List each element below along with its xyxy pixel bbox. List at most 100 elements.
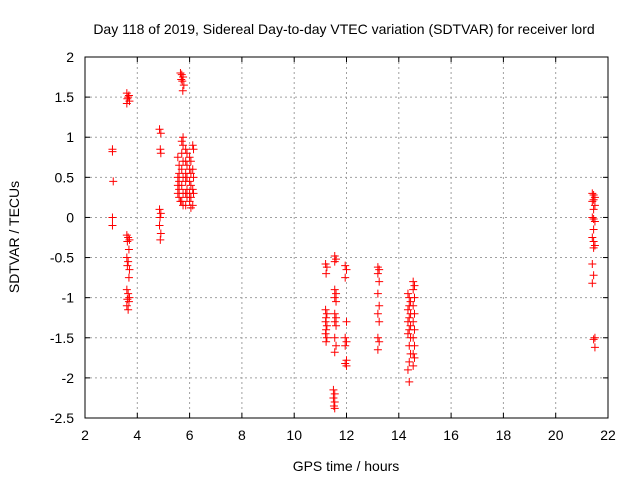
data-point (322, 269, 331, 278)
data-point (155, 205, 164, 214)
data-point (321, 305, 330, 314)
data-point (181, 145, 190, 154)
data-point (156, 209, 165, 218)
data-point (156, 149, 165, 158)
y-tick-label: -1 (62, 290, 75, 306)
data-point (342, 337, 351, 346)
data-point (330, 348, 339, 357)
data-point (108, 221, 117, 230)
data-point (410, 325, 419, 334)
data-point (123, 261, 132, 270)
x-tick-label: 2 (81, 427, 89, 443)
data-point (330, 404, 339, 413)
data-point (341, 273, 350, 282)
data-point (175, 193, 184, 202)
data-point (186, 193, 195, 202)
x-axis-label: GPS time / hours (293, 458, 400, 474)
data-point (178, 77, 187, 86)
x-tick-label: 20 (548, 427, 564, 443)
data-point (189, 145, 198, 154)
data-point (375, 301, 384, 310)
data-point (342, 361, 351, 370)
data-point (185, 153, 194, 162)
data-point (590, 343, 599, 352)
data-point (175, 161, 184, 170)
data-point (185, 177, 194, 186)
data-point (182, 149, 191, 158)
data-point (124, 273, 133, 282)
data-point (410, 353, 419, 362)
data-point (409, 361, 418, 370)
data-point (156, 213, 165, 222)
data-point (123, 94, 132, 103)
data-point (410, 341, 419, 350)
data-point (321, 259, 330, 268)
data-point (329, 393, 338, 402)
x-tick-label: 18 (496, 427, 512, 443)
data-point (188, 141, 197, 150)
data-point (321, 329, 330, 338)
data-point (590, 333, 599, 342)
data-point (403, 289, 412, 298)
data-point (375, 277, 384, 286)
data-point (185, 197, 194, 206)
data-point (330, 389, 339, 398)
data-point (322, 313, 331, 322)
data-point (590, 201, 599, 210)
data-point (122, 285, 131, 294)
data-point (373, 309, 382, 318)
data-point (342, 265, 351, 274)
data-point (186, 157, 195, 166)
data-point (589, 195, 598, 204)
data-point (589, 243, 598, 252)
y-tick-label: 1.5 (55, 89, 75, 105)
data-point (322, 333, 331, 342)
data-point (409, 333, 418, 342)
y-tick-label: -0.5 (50, 250, 74, 266)
data-point (178, 86, 187, 95)
data-point (322, 325, 331, 334)
y-tick-label: -2.5 (50, 410, 74, 426)
data-point (124, 297, 133, 306)
data-point (155, 221, 164, 230)
x-tick-label: 12 (339, 427, 355, 443)
data-point (124, 245, 133, 254)
data-point (373, 269, 382, 278)
data-point (405, 313, 414, 322)
data-point (373, 333, 382, 342)
data-point (122, 301, 131, 310)
data-point (341, 333, 350, 342)
data-point (330, 309, 339, 318)
data-point (156, 129, 165, 138)
data-point (188, 201, 197, 210)
y-tick-label: -2 (62, 370, 75, 386)
data-point (375, 337, 384, 346)
data-point (322, 309, 331, 318)
data-point (177, 181, 186, 190)
data-point (155, 125, 164, 134)
data-point (175, 185, 184, 194)
data-point (188, 165, 197, 174)
y-axis-label: SDTVAR / TECUs (6, 181, 22, 293)
data-point (182, 161, 191, 170)
x-tick-label: 8 (238, 427, 246, 443)
data-point (332, 289, 341, 298)
data-point (188, 185, 197, 194)
data-point (179, 141, 188, 150)
data-point (410, 281, 419, 290)
data-point (156, 145, 165, 154)
data-point (189, 173, 198, 182)
data-point (156, 229, 165, 238)
data-point (410, 309, 419, 318)
data-point (409, 349, 418, 358)
data-point (109, 177, 118, 186)
data-point (375, 265, 384, 274)
data-point (332, 297, 341, 306)
data-point (177, 137, 186, 146)
data-point (409, 285, 418, 294)
data-point (332, 313, 341, 322)
data-point (409, 317, 418, 326)
data-point (588, 233, 597, 242)
data-point (403, 329, 412, 338)
